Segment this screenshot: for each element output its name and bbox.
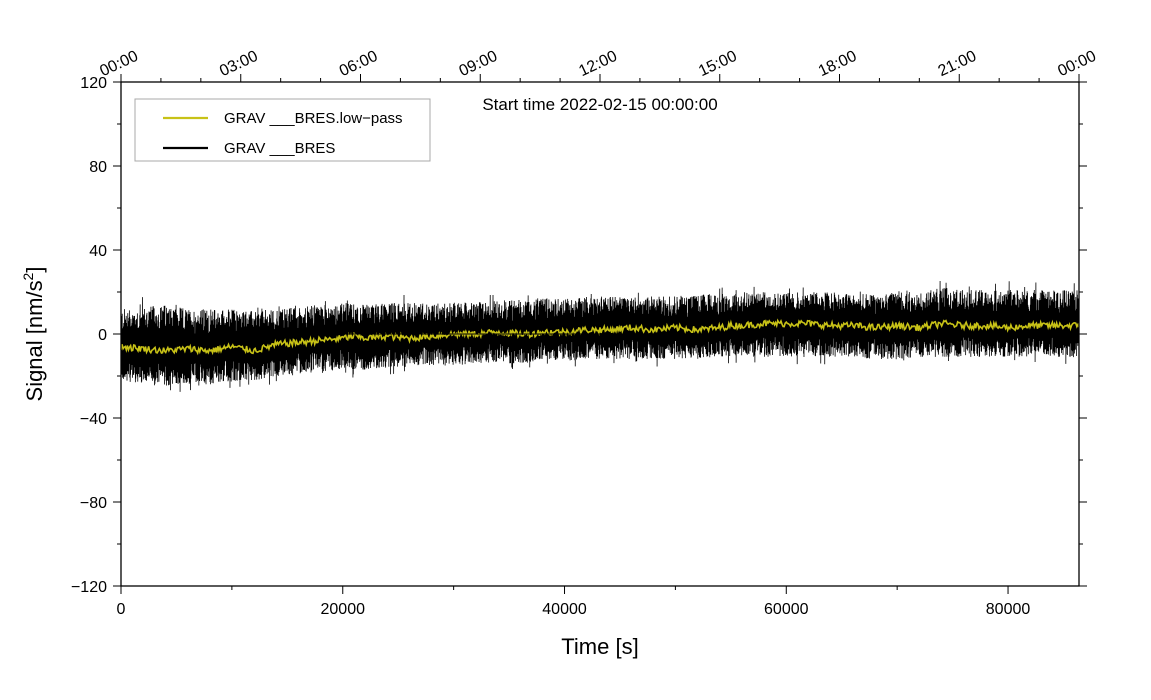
top-tick-label: 12:00 bbox=[576, 48, 620, 80]
series-grav-bres-trace bbox=[120, 280, 1080, 392]
legend-label-bres: GRAV ___BRES bbox=[224, 140, 335, 157]
y-axis-title: Signal [nm/s2] bbox=[20, 267, 47, 402]
x-tick-label: 20000 bbox=[321, 601, 366, 618]
y-axis: −120 −80 −40 0 40 80 120 bbox=[71, 75, 1087, 596]
y-tick-label: 120 bbox=[80, 75, 107, 92]
y-axis-title-main: Signal [nm/s bbox=[22, 280, 47, 401]
x-tick-label: 80000 bbox=[986, 601, 1031, 618]
top-tick-label: 00:00 bbox=[1055, 48, 1099, 80]
x-tick-label: 0 bbox=[117, 601, 126, 618]
legend-label-low-pass: GRAV ___BRES.low−pass bbox=[224, 110, 403, 127]
top-tick-label: 09:00 bbox=[457, 48, 501, 80]
top-tick-label: 21:00 bbox=[936, 48, 980, 80]
x-axis: 0 20000 40000 60000 80000 bbox=[117, 586, 1031, 618]
y-tick-label: 40 bbox=[89, 243, 107, 260]
series-grav-bres-low-pass bbox=[120, 318, 1080, 356]
top-tick-label: 03:00 bbox=[217, 48, 261, 80]
plot-area bbox=[120, 82, 1080, 586]
top-tick-label: 18:00 bbox=[816, 48, 860, 80]
y-axis-title-close: ] bbox=[22, 267, 47, 273]
y-tick-label: −40 bbox=[80, 411, 107, 428]
y-tick-label: 0 bbox=[98, 327, 107, 344]
top-tick-label: 15:00 bbox=[696, 48, 740, 80]
x-tick-label: 40000 bbox=[542, 601, 587, 618]
y-axis-title-superscript: 2 bbox=[20, 272, 36, 280]
start-time-annotation: Start time 2022-02-15 00:00:00 bbox=[482, 95, 717, 114]
top-tick-label: 06:00 bbox=[337, 48, 381, 80]
y-tick-label: −120 bbox=[71, 579, 107, 596]
top-time-axis: 00:00 03:00 06:00 09:00 12:00 15:00 18:00 21:00… bbox=[97, 48, 1099, 82]
series-grav-bres bbox=[120, 280, 1080, 392]
legend-box bbox=[134, 98, 431, 162]
top-tick-label: 00:00 bbox=[97, 48, 141, 80]
y-tick-label: 80 bbox=[89, 159, 107, 176]
x-axis-title: Time [s] bbox=[561, 634, 638, 659]
y-tick-label: −80 bbox=[80, 495, 107, 512]
legend: GRAV ___BRES.low−pass GRAV ___BRES bbox=[134, 98, 431, 162]
x-tick-label: 60000 bbox=[764, 601, 809, 618]
